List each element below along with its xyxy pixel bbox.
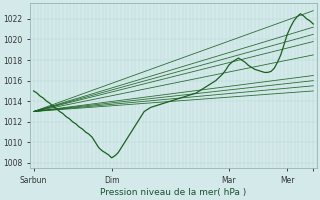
X-axis label: Pression niveau de la mer( hPa ): Pression niveau de la mer( hPa ) bbox=[100, 188, 247, 197]
